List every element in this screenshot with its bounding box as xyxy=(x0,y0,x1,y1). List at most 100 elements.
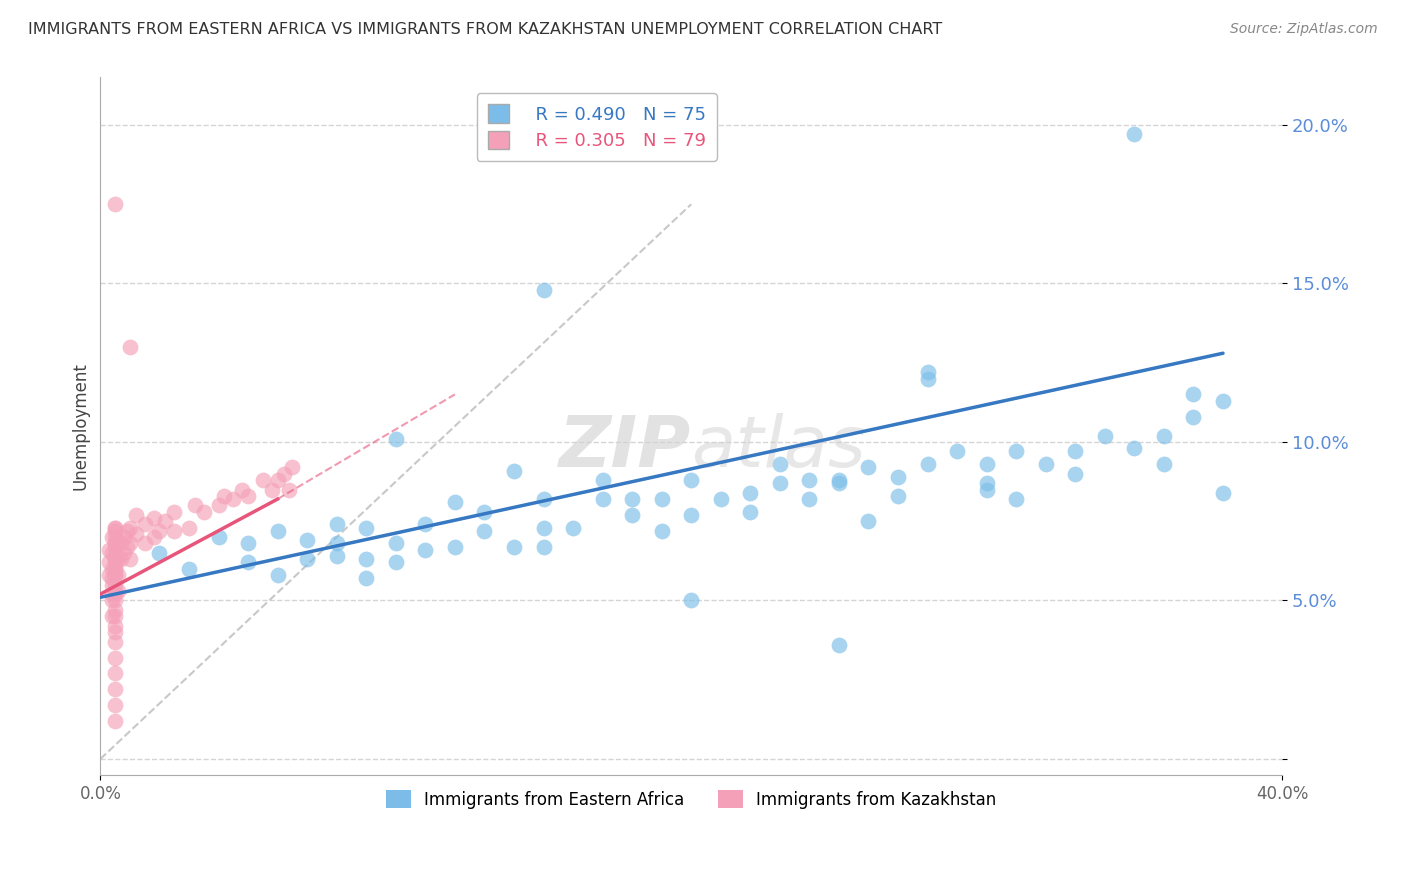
Point xyxy=(104,587,127,601)
Point xyxy=(101,577,124,591)
Point xyxy=(104,634,127,648)
Point xyxy=(444,495,467,509)
Point xyxy=(193,505,215,519)
Point xyxy=(384,556,406,570)
Point xyxy=(503,540,526,554)
Point xyxy=(1212,485,1234,500)
Point xyxy=(101,593,124,607)
Point xyxy=(104,698,127,712)
Point xyxy=(946,444,969,458)
Point xyxy=(273,467,295,481)
Point xyxy=(354,571,377,585)
Point xyxy=(1005,491,1028,506)
Legend: Immigrants from Eastern Africa, Immigrants from Kazakhstan: Immigrants from Eastern Africa, Immigran… xyxy=(380,784,1002,815)
Point xyxy=(474,505,496,519)
Point xyxy=(533,491,555,506)
Point xyxy=(104,520,127,534)
Point xyxy=(799,473,821,487)
Text: ZIP: ZIP xyxy=(560,412,692,482)
Point xyxy=(104,562,127,576)
Point xyxy=(104,556,127,570)
Point xyxy=(207,530,229,544)
Point xyxy=(101,571,124,585)
Point xyxy=(1153,428,1175,442)
Point xyxy=(769,457,792,471)
Point xyxy=(278,483,301,497)
Point xyxy=(562,520,585,534)
Point xyxy=(444,540,467,554)
Point xyxy=(1094,428,1116,442)
Point xyxy=(104,593,127,607)
Point xyxy=(621,508,644,522)
Point xyxy=(384,432,406,446)
Point xyxy=(118,536,141,550)
Point xyxy=(104,650,127,665)
Point xyxy=(252,473,274,487)
Point xyxy=(142,530,165,544)
Point xyxy=(110,536,132,550)
Point xyxy=(118,552,141,566)
Point xyxy=(740,485,762,500)
Point xyxy=(104,603,127,617)
Point xyxy=(592,491,614,506)
Point xyxy=(887,470,910,484)
Point xyxy=(887,489,910,503)
Point xyxy=(533,540,555,554)
Point xyxy=(1182,387,1205,401)
Point xyxy=(976,457,998,471)
Point xyxy=(104,536,127,550)
Point xyxy=(1123,442,1146,456)
Point xyxy=(112,530,135,544)
Point xyxy=(104,625,127,640)
Point xyxy=(415,517,437,532)
Point xyxy=(917,457,939,471)
Point xyxy=(104,568,127,582)
Point xyxy=(104,619,127,633)
Point xyxy=(266,473,288,487)
Point xyxy=(118,340,141,354)
Point xyxy=(266,524,288,538)
Point xyxy=(917,365,939,379)
Point xyxy=(858,460,880,475)
Point xyxy=(101,609,124,624)
Point xyxy=(107,584,129,599)
Point xyxy=(118,520,141,534)
Point xyxy=(1123,128,1146,142)
Point xyxy=(325,536,347,550)
Point xyxy=(681,473,703,487)
Point xyxy=(740,505,762,519)
Point xyxy=(266,568,288,582)
Point xyxy=(104,536,127,550)
Point xyxy=(107,552,129,566)
Point xyxy=(325,549,347,563)
Point xyxy=(260,483,283,497)
Point xyxy=(115,540,138,554)
Point xyxy=(110,552,132,566)
Point xyxy=(104,520,127,534)
Point xyxy=(104,682,127,697)
Point xyxy=(177,520,200,534)
Point xyxy=(222,491,245,506)
Point xyxy=(104,584,127,599)
Point xyxy=(354,552,377,566)
Point xyxy=(98,568,121,582)
Point xyxy=(976,476,998,491)
Point xyxy=(98,556,121,570)
Point xyxy=(828,638,851,652)
Point xyxy=(101,562,124,576)
Point xyxy=(115,524,138,538)
Point xyxy=(101,546,124,560)
Point xyxy=(104,197,127,211)
Point xyxy=(163,505,186,519)
Point xyxy=(134,517,156,532)
Point xyxy=(148,546,170,560)
Point xyxy=(125,527,148,541)
Point xyxy=(976,483,998,497)
Point xyxy=(155,514,177,528)
Point xyxy=(281,460,304,475)
Point xyxy=(917,371,939,385)
Point xyxy=(621,491,644,506)
Point xyxy=(104,530,127,544)
Point xyxy=(104,540,127,554)
Point xyxy=(828,473,851,487)
